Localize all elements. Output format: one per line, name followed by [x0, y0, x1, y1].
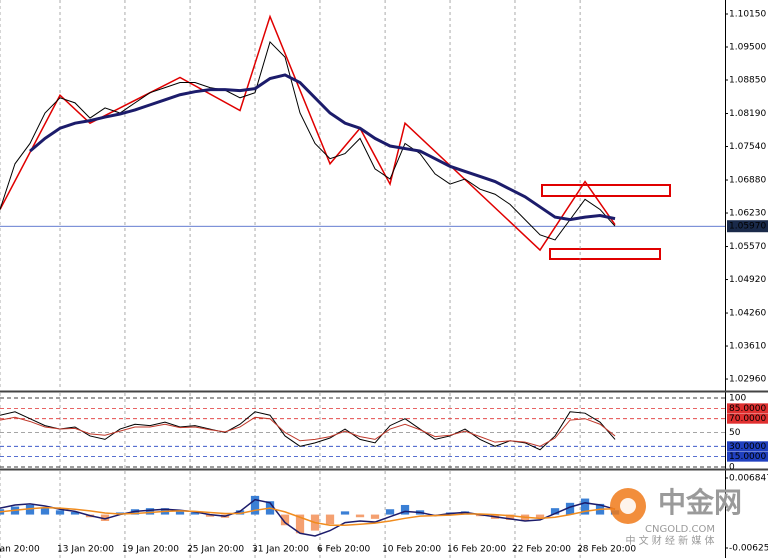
histogram-bar [580, 498, 590, 515]
y-tick-label: 1.04260 [729, 309, 766, 319]
zigzag [0, 14, 616, 252]
histogram-bar [205, 514, 215, 517]
current-price-label: 1.05970 [729, 222, 766, 232]
y-tick-label: 1.02960 [729, 375, 766, 385]
histogram-bar [190, 512, 200, 515]
histogram-bar [325, 514, 335, 525]
watermark-logo [620, 498, 636, 514]
y-tick-label: 30.0000 [729, 442, 766, 452]
y-tick-label: 1.09500 [729, 43, 766, 53]
series-line [0, 416, 616, 447]
y-tick-label: 0.0068477 [729, 474, 768, 484]
histogram-bar [505, 514, 515, 520]
y-tick-label: 70.0000 [729, 414, 766, 424]
y-tick-label: 1.05570 [729, 242, 766, 252]
watermark: 中金网 CNGOLD.COM 中 文 财 经 新 媒 体 [610, 486, 742, 547]
y-tick-label: 50 [729, 428, 741, 438]
histogram-bar [550, 508, 560, 515]
current-price-bg [727, 220, 768, 233]
histogram-bar [355, 514, 365, 518]
histogram-bar [175, 510, 185, 515]
x-tick-label: 28 Feb 20:00 [577, 545, 636, 555]
watermark-slogan: 中 文 财 经 新 媒 体 [625, 534, 714, 547]
x-tick-label: Jan 20:00 [0, 545, 40, 555]
histogram-bar [145, 508, 155, 515]
macd-line [0, 506, 616, 527]
y-tick-label: 1.06880 [729, 176, 766, 186]
x-tick-label: 13 Jan 20:00 [57, 545, 114, 555]
y-tick-label: 1.03610 [729, 342, 766, 352]
x-tick-label: 6 Feb 20:00 [317, 545, 371, 555]
histogram-bar [70, 511, 80, 515]
histogram-bar [400, 504, 410, 515]
y-tick-label: 1.08850 [729, 76, 766, 86]
annotation-box [541, 184, 671, 197]
x-tick-label: 31 Jan 20:00 [252, 545, 309, 555]
histogram-bar [55, 510, 65, 515]
y-tick-label: 1.07540 [729, 142, 766, 152]
histogram-bar [370, 514, 380, 519]
histogram-bar [340, 511, 350, 515]
y-tick-label: 1.04920 [729, 275, 766, 285]
histogram-bar [280, 514, 290, 526]
histogram-bar [25, 504, 35, 515]
annotation-box [549, 248, 661, 260]
x-tick-label: 22 Feb 20:00 [512, 545, 571, 555]
watermark-site: CNGOLD.COM [645, 524, 715, 535]
y-tick-label: 1.08190 [729, 109, 766, 119]
histogram-bar [100, 514, 110, 521]
histogram-bar [40, 508, 50, 515]
y-tick-label: 85.0000 [729, 404, 766, 414]
level-label-bg [727, 413, 768, 424]
y-tick-label: -0.0062573 [729, 544, 768, 554]
y-tick-label: 1.06230 [729, 209, 766, 219]
histogram-bar [475, 514, 485, 517]
x-tick-label: 25 Jan 20:00 [187, 545, 244, 555]
level-label-bg [727, 441, 768, 452]
x-tick-label: 16 Feb 20:00 [447, 545, 506, 555]
macd-line [0, 498, 616, 537]
histogram-bar [250, 495, 260, 515]
y-tick-label: 100 [729, 394, 746, 404]
series-line [0, 40, 616, 241]
x-tick-label: 10 Feb 20:00 [382, 545, 441, 555]
histogram-bar [295, 514, 305, 534]
histogram-bar [385, 509, 395, 515]
level-label-bg [727, 451, 768, 462]
histogram-bar [565, 502, 575, 515]
y-tick-label: 1.10150 [729, 10, 766, 20]
watermark-name: 中金网 [658, 486, 742, 519]
histogram-bar [235, 510, 245, 515]
y-tick-label: 15.0000 [729, 452, 766, 462]
y-tick-label: 0 [729, 463, 735, 473]
series-line [29, 73, 616, 222]
x-tick-label: 19 Jan 20:00 [122, 545, 179, 555]
histogram-bar [535, 514, 545, 518]
level-label-bg [727, 403, 768, 414]
